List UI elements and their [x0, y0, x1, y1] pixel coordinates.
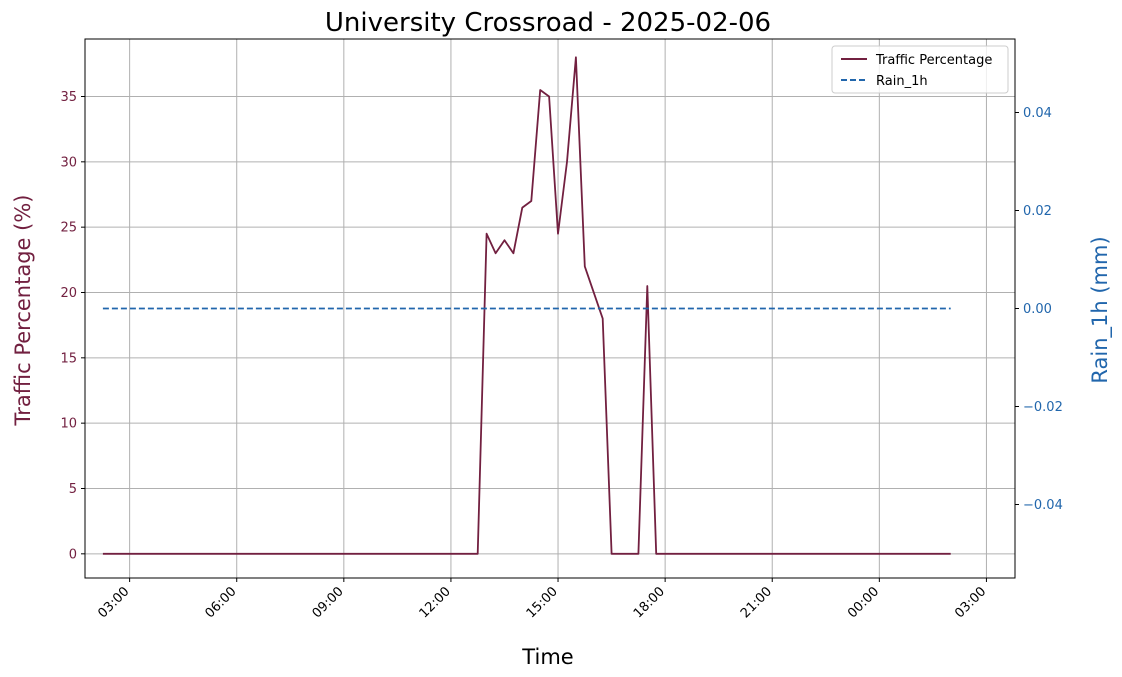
y-axis-label-right: Rain_1h (mm)	[1088, 236, 1113, 383]
legend-label-rain: Rain_1h	[876, 74, 928, 89]
x-axis-label: Time	[521, 645, 573, 669]
y-right-tick-label: 0.00	[1023, 302, 1052, 317]
y-axis-label-left: Traffic Percentage (%)	[11, 195, 35, 427]
x-tick-label: 18:00	[631, 584, 668, 621]
x-tick-label: 03:00	[952, 584, 989, 621]
y-right-tick-label: −0.02	[1023, 400, 1063, 415]
x-tick-label: 09:00	[310, 584, 347, 621]
x-tick-label: 12:00	[417, 584, 454, 621]
y-left-tick-label: 15	[60, 351, 77, 366]
series-layer	[102, 56, 951, 555]
series-line-traffic	[102, 56, 951, 555]
y-left-tick-label: 5	[69, 482, 77, 497]
x-tick-label: 21:00	[738, 584, 775, 621]
x-tick-label: 03:00	[95, 584, 132, 621]
y-right-tick-label: 0.04	[1023, 106, 1052, 121]
x-tick-label: 15:00	[524, 584, 561, 621]
y-left-tick-label: 0	[69, 547, 77, 562]
legend-label-traffic: Traffic Percentage	[875, 53, 992, 68]
legend-box	[831, 45, 1009, 94]
chart-title: University Crossroad - 2025-02-06	[325, 8, 771, 38]
x-tick-label: 00:00	[845, 584, 882, 621]
y-left-tick-label: 20	[60, 286, 77, 301]
legend: Traffic Percentage Rain_1h	[831, 45, 1009, 94]
x-tick-label: 06:00	[202, 584, 239, 621]
y-left-tick-label: 35	[60, 90, 77, 105]
y-right-tick-label: 0.02	[1023, 204, 1052, 219]
y-left-tick-label: 10	[60, 417, 77, 432]
ticks: 03:00 06:00 09:00 12:00 15:00 18:00 21:00 00:00…	[60, 90, 1062, 621]
y-left-tick-label: 30	[60, 155, 77, 170]
y-left-tick-label: 25	[60, 221, 77, 236]
y-right-tick-label: −0.04	[1023, 498, 1063, 513]
